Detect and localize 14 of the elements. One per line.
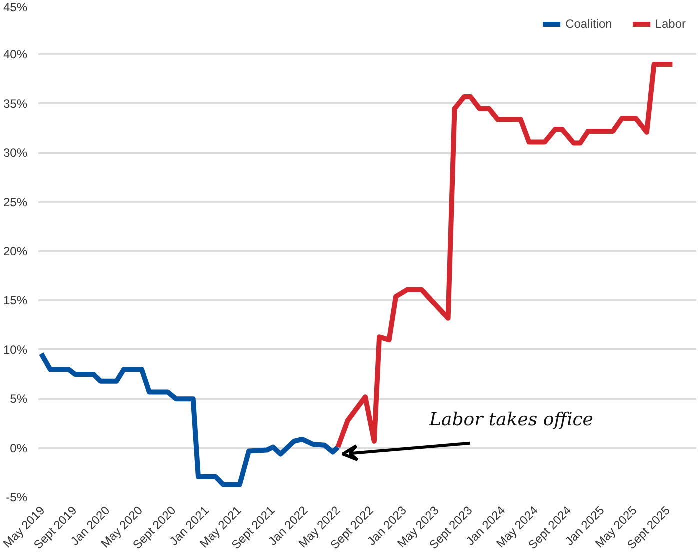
- y-tick-label: 20%: [3, 244, 28, 258]
- y-tick-label: 30%: [3, 146, 28, 160]
- y-tick-label: 40%: [3, 48, 28, 62]
- legend-label: Coalition: [566, 17, 612, 31]
- annotation: Labor takes office: [428, 410, 594, 431]
- legend-label: Labor: [655, 17, 686, 31]
- y-tick-label: 15%: [3, 294, 28, 308]
- y-tick-label: 0%: [10, 441, 28, 456]
- y-tick-label: -5%: [6, 490, 28, 504]
- y-tick-label: 25%: [3, 195, 28, 210]
- y-tick-label: 35%: [3, 96, 28, 111]
- y-tick-label: 10%: [3, 342, 28, 357]
- y-tick-label: 45%: [3, 0, 28, 14]
- y-tick-label: 5%: [10, 392, 28, 406]
